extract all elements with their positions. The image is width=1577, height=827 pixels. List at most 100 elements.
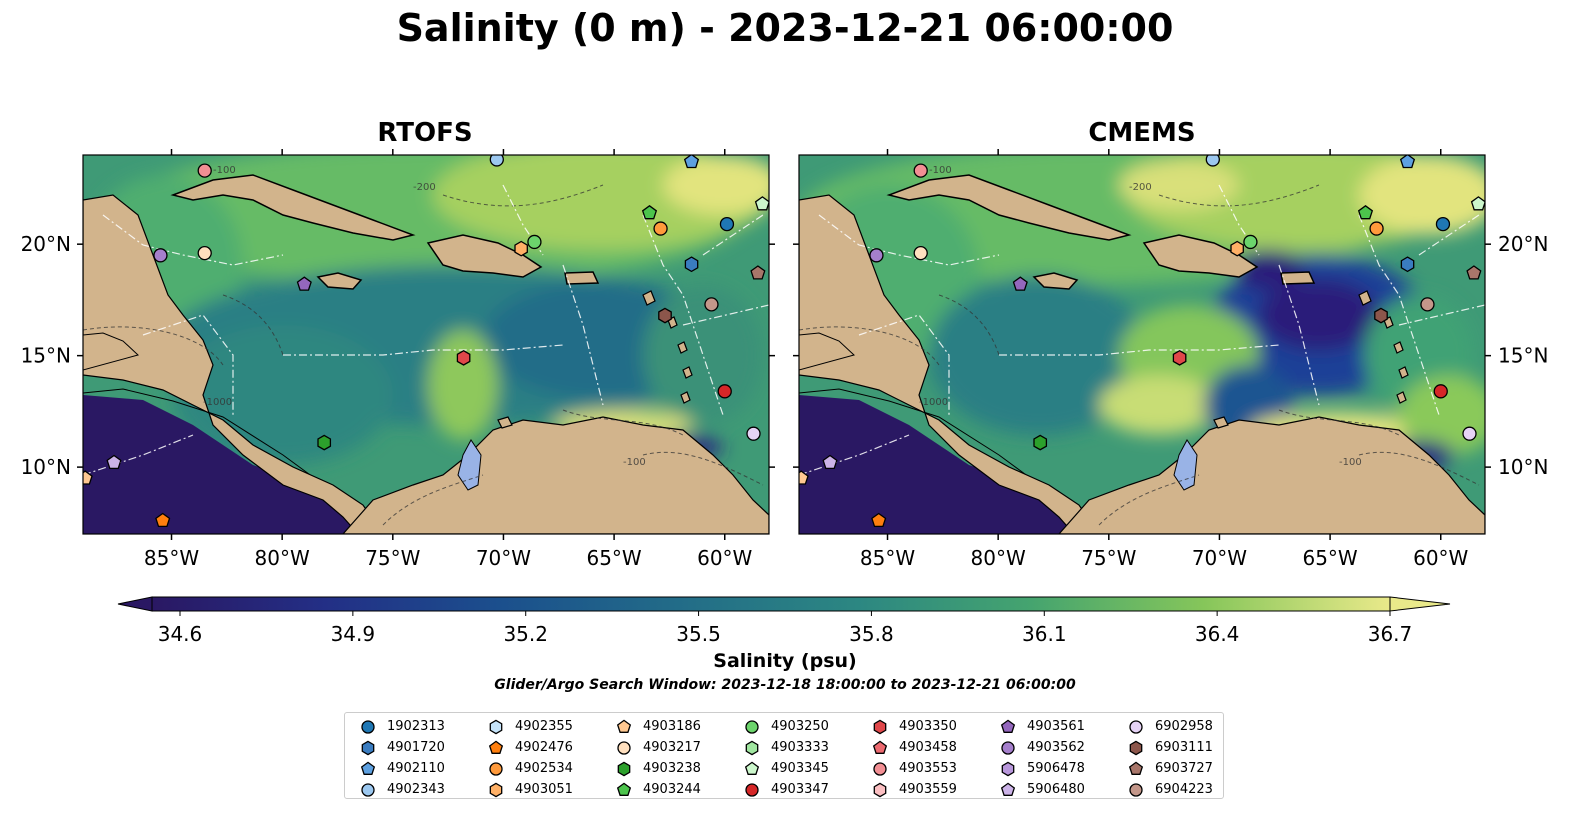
legend-marker-4903333: [745, 740, 759, 755]
legend-label: 4903350: [899, 719, 957, 734]
circle-marker-icon: [745, 782, 759, 797]
search-window-note: Glider/Argo Search Window: 2023-12-18 18…: [494, 677, 1076, 693]
legend-marker-4903561: [1000, 719, 1016, 733]
circle-marker-icon: [873, 761, 887, 776]
float-marker-6903727: [750, 265, 766, 280]
circle-marker-icon: [745, 719, 759, 734]
colorbar-tick-label: 36.7: [1368, 622, 1413, 646]
cmems-markers: [799, 155, 1485, 528]
float-marker-4901720: [1400, 256, 1415, 273]
lat-tick-label: 10°N: [21, 455, 71, 479]
legend-column: 6902958 6903111 6903727 6904223: [1125, 716, 1213, 800]
lon-tick-label: 85°W: [860, 546, 915, 570]
float-marker-4902534: [1369, 221, 1384, 236]
legend-marker-6903111: [1129, 740, 1143, 755]
pentagon-marker-icon: [744, 761, 760, 775]
colorbar-tick-label: 34.6: [158, 622, 203, 646]
lat-tick-label: 15°N: [21, 344, 71, 368]
legend-item: 4903562: [997, 737, 1085, 758]
legend-item: 4902534: [485, 758, 573, 779]
legend-marker-6903727: [1128, 761, 1144, 775]
float-marker-4902110: [1399, 155, 1416, 169]
legend-item: 4903238: [613, 758, 701, 779]
legend-label: 6903111: [1155, 740, 1213, 755]
legend-marker-4903051: [489, 782, 503, 797]
float-marker-5906480: [822, 454, 838, 470]
rtofs-map-panel: [82, 154, 770, 535]
float-marker-4903051: [514, 240, 528, 257]
legend-marker-4902476: [488, 740, 504, 754]
legend-label: 4902343: [387, 782, 445, 797]
float-marker-4902343: [489, 155, 504, 167]
float-marker-1902313: [719, 216, 735, 232]
legend-marker-4902534: [489, 761, 503, 776]
legend-item: 4902343: [357, 779, 445, 800]
legend-label: 4903347: [771, 782, 829, 797]
legend-marker-4903244: [616, 782, 632, 796]
cmems-panel-title: CMEMS: [1088, 118, 1196, 148]
pentagon-marker-icon: [1000, 782, 1016, 796]
legend-marker-5906480: [1000, 782, 1016, 796]
legend-item: 6904223: [1125, 779, 1213, 800]
float-marker-4903345: [754, 196, 769, 211]
legend-item: 4902110: [357, 758, 445, 779]
contour-label: -200: [1129, 182, 1152, 193]
legend-marker-4903217: [617, 740, 631, 755]
legend-item: 4903347: [741, 779, 829, 800]
lon-tick-label: 60°W: [1413, 546, 1468, 570]
legend-item: 6903111: [1125, 737, 1213, 758]
float-marker-4901720: [684, 256, 699, 273]
circle-marker-icon: [361, 782, 375, 797]
float-marker-4902110: [683, 155, 700, 169]
float-marker-4903186: [83, 470, 93, 485]
circle-marker-icon: [361, 719, 375, 734]
float-marker-6903727: [1466, 265, 1482, 280]
legend-label: 1902313: [387, 719, 445, 734]
float-marker-4903350: [456, 349, 471, 366]
float-marker-6903111: [658, 307, 672, 324]
float-marker-4903244: [641, 204, 658, 220]
legend-item: 5906478: [997, 758, 1085, 779]
legend-label: 4903345: [771, 761, 829, 776]
legend-label: 4903562: [1027, 740, 1085, 755]
float-marker-4903347: [1433, 384, 1448, 399]
lon-tick-label: 75°W: [1081, 546, 1136, 570]
float-marker-4903244: [1357, 204, 1374, 220]
legend-label: 4903244: [643, 782, 701, 797]
float-marker-1902313: [1435, 216, 1451, 232]
pentagon-marker-icon: [1128, 761, 1144, 775]
hexagon-marker-icon: [873, 782, 887, 797]
float-marker-4903051: [1230, 240, 1244, 257]
float-marker-4903238: [1033, 434, 1048, 451]
float-marker-4903553: [197, 163, 212, 178]
hexagon-marker-icon: [361, 740, 375, 755]
contour-label: -1000: [919, 397, 948, 408]
float-marker-4903186: [799, 470, 809, 485]
legend-item: 4902355: [485, 716, 573, 737]
legend-item: 4903345: [741, 758, 829, 779]
float-marker-4903217: [913, 245, 928, 261]
legend-label: 5906478: [1027, 761, 1085, 776]
legend-item: 4903244: [613, 779, 701, 800]
legend-label: 4903458: [899, 740, 957, 755]
circle-marker-icon: [617, 740, 631, 755]
figure-title: Salinity (0 m) - 2023-12-21 06:00:00: [396, 6, 1174, 50]
float-marker-4903347: [717, 384, 732, 399]
legend-item: 4903051: [485, 779, 573, 800]
circle-marker-icon: [1129, 782, 1143, 797]
legend-label: 4903333: [771, 740, 829, 755]
float-marker-4902476: [155, 512, 171, 528]
legend-marker-5906478: [1001, 761, 1015, 776]
float-marker-4903562: [153, 248, 168, 263]
legend-marker-6904223: [1129, 782, 1143, 797]
legend-label: 4903561: [1027, 719, 1085, 734]
lat-tick-label: 15°N: [1498, 344, 1548, 368]
rtofs-panel-title: RTOFS: [377, 118, 473, 148]
float-marker-4902534: [653, 221, 668, 236]
rtofs-markers: [83, 155, 769, 528]
float-marker-4903350: [1172, 349, 1187, 366]
legend-item: 4903350: [869, 716, 957, 737]
float-marker-4903217: [197, 245, 212, 261]
float-marker-4903561: [1012, 276, 1028, 291]
